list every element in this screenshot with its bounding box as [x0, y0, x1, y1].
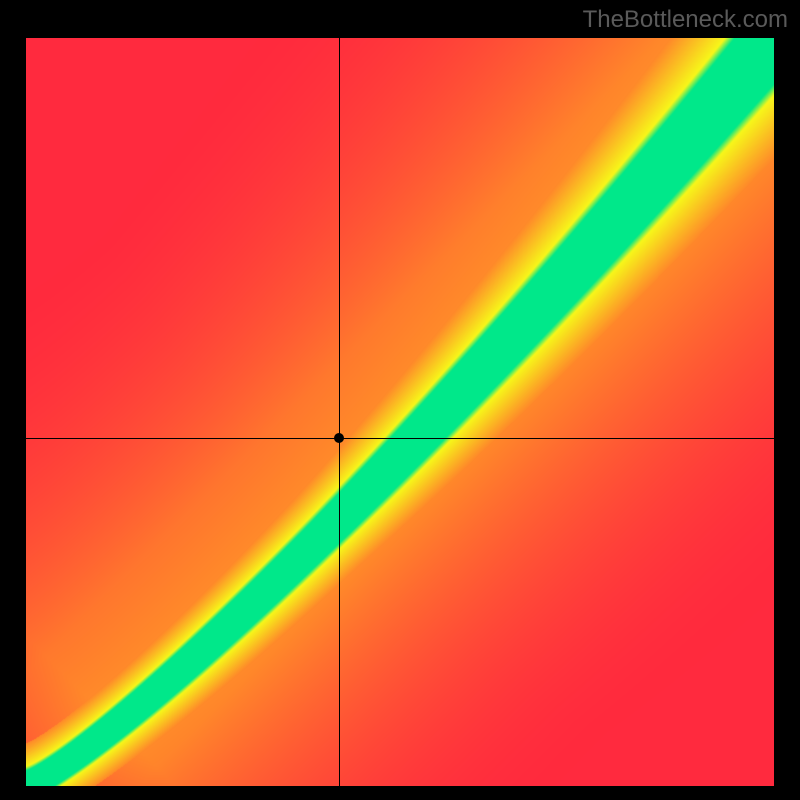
crosshair-horizontal	[26, 438, 774, 439]
crosshair-marker	[334, 433, 344, 443]
heatmap-canvas	[26, 38, 774, 786]
crosshair-vertical	[339, 38, 340, 786]
watermark-text: TheBottleneck.com	[583, 6, 788, 34]
bottleneck-heatmap	[26, 38, 774, 786]
